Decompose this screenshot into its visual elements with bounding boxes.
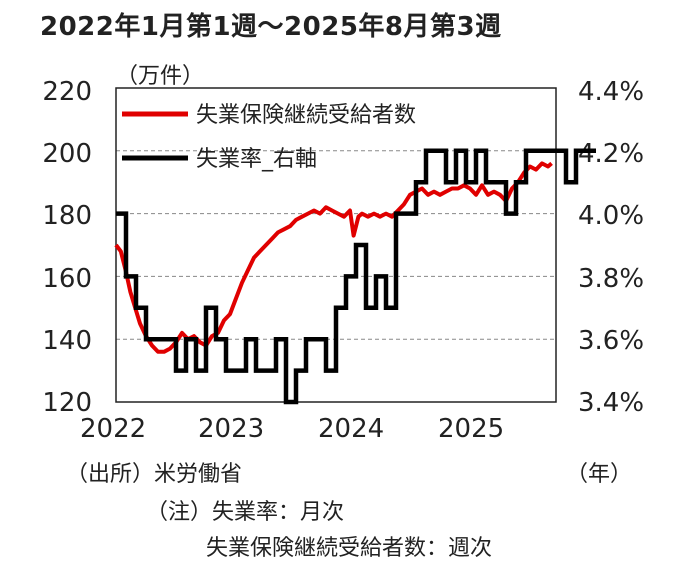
left-tick-label: 140 <box>42 326 92 356</box>
x-tick-label: 2024 <box>318 414 385 444</box>
left-tick-label: 160 <box>42 264 92 294</box>
right-tick-label: 4.0% <box>578 201 645 231</box>
x-tick-label: 2023 <box>198 414 265 444</box>
right-tick-label: 3.8% <box>578 264 645 294</box>
series-line-unemployment-rate <box>116 148 596 405</box>
left-axis-unit: （万件） <box>116 64 205 89</box>
right-tick-label: 4.4% <box>578 77 645 107</box>
right-tick-label: 4.2% <box>578 139 645 169</box>
legend-label-unemployment-rate: 失業率_右軸 <box>196 147 317 172</box>
x-tick-label: 2022 <box>80 414 147 444</box>
x-axis-unit: （年） <box>566 462 633 487</box>
series-line-claims <box>114 161 553 354</box>
right-tick-label: 3.6% <box>578 326 645 356</box>
chart-title: 2022年1月第1週～2025年8月第3週 <box>40 12 502 42</box>
legend: 失業保険継続受給者数 失業率_右軸 <box>122 103 416 172</box>
left-tick-label: 200 <box>42 139 92 169</box>
legend-label-claims: 失業保険継続受給者数 <box>196 103 416 128</box>
right-tick-label: 3.4% <box>578 388 645 418</box>
footnote-1: （注）失業率：月次 <box>146 500 345 525</box>
left-tick-label: 180 <box>42 201 92 231</box>
left-tick-label: 220 <box>42 77 92 107</box>
x-tick-label: 2025 <box>438 414 505 444</box>
source-note: （出所）米労働省 <box>66 462 243 487</box>
footnote-2: 失業保険継続受給者数：週次 <box>206 536 493 561</box>
left-tick-label: 120 <box>42 388 92 418</box>
